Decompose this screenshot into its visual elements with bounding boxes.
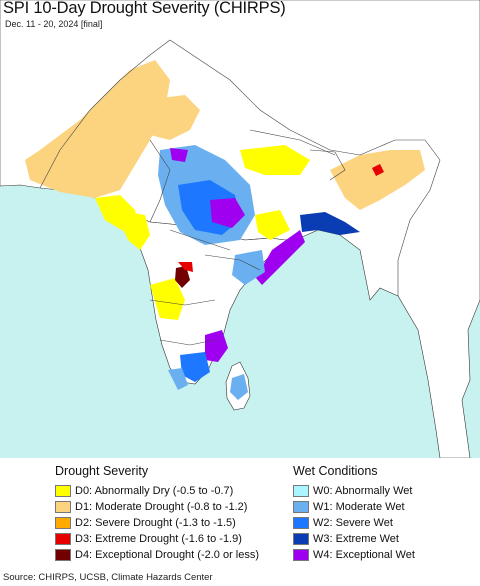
- swatch-d3: [55, 533, 71, 545]
- w4-north-patch: [170, 148, 188, 162]
- swatch-d4: [55, 549, 71, 561]
- swatch-w2: [293, 517, 309, 529]
- swatch-w1: [293, 501, 309, 513]
- d3-northeast-spot: [372, 164, 384, 176]
- swatch-w3: [293, 533, 309, 545]
- swatch-w4: [293, 549, 309, 561]
- w1-south-patch: [168, 368, 188, 390]
- legend-label-d2: D2: Severe Drought (-1.3 to -1.5): [75, 517, 236, 529]
- swatch-w0: [293, 485, 309, 497]
- w1-sri-lanka-patch: [230, 374, 248, 400]
- map-subtitle: Dec. 11 - 20, 2024 [final]: [5, 19, 103, 29]
- legend: Drought Severity Wet Conditions D0: Abno…: [0, 458, 480, 586]
- legend-label-d3: D3: Extreme Drought (-1.6 to -1.9): [75, 533, 242, 545]
- legend-label-w2: W2: Severe Wet: [313, 517, 393, 529]
- wet-legend-heading: Wet Conditions: [293, 464, 378, 478]
- drought-legend-heading: Drought Severity: [55, 464, 149, 478]
- w4-central-patch: [210, 198, 245, 228]
- d1-north-patch: [145, 95, 200, 140]
- boundaries: [39, 39, 441, 346]
- south-asia-map: [0, 0, 480, 458]
- w3-bengal-patch: [300, 212, 360, 235]
- swatch-d0: [55, 485, 71, 497]
- d1-pakistan-patch: [25, 60, 170, 198]
- legend-label-w3: W3: Extreme Wet: [313, 533, 399, 545]
- swatch-d1: [55, 501, 71, 513]
- swatch-d2: [55, 517, 71, 529]
- w2-south-patch: [180, 352, 210, 382]
- legend-label-w0: W0: Abnormally Wet: [313, 485, 413, 497]
- source-credit: Source: CHIRPS, UCSB, Climate Hazards Ce…: [3, 572, 213, 583]
- map-panel: SPI 10-Day Drought Severity (CHIRPS) Dec…: [0, 0, 480, 458]
- legend-label-d1: D1: Moderate Drought (-0.8 to -1.2): [75, 501, 248, 513]
- d0-ganges-patch: [240, 145, 310, 175]
- d0-east-patch: [255, 210, 290, 240]
- legend-label-w4: W4: Exceptional Wet: [313, 549, 415, 561]
- legend-label-w1: W1: Moderate Wet: [313, 501, 405, 513]
- d4-deccan-spot: [175, 266, 190, 288]
- w4-south-patch: [205, 330, 228, 362]
- w1-east-coast-patch: [232, 250, 265, 285]
- map-title: SPI 10-Day Drought Severity (CHIRPS): [3, 0, 286, 17]
- d3-deccan-spot: [178, 262, 193, 272]
- d1-northeast-patch: [330, 150, 425, 210]
- d0-central-patch: [150, 278, 185, 320]
- w4-east-coast-patch: [256, 230, 305, 285]
- d0-gujarat-patch: [115, 210, 150, 250]
- legend-label-d4: D4: Exceptional Drought (-2.0 or less): [75, 549, 260, 561]
- legend-label-d0: D0: Abnormally Dry (-0.5 to -0.7): [75, 485, 234, 497]
